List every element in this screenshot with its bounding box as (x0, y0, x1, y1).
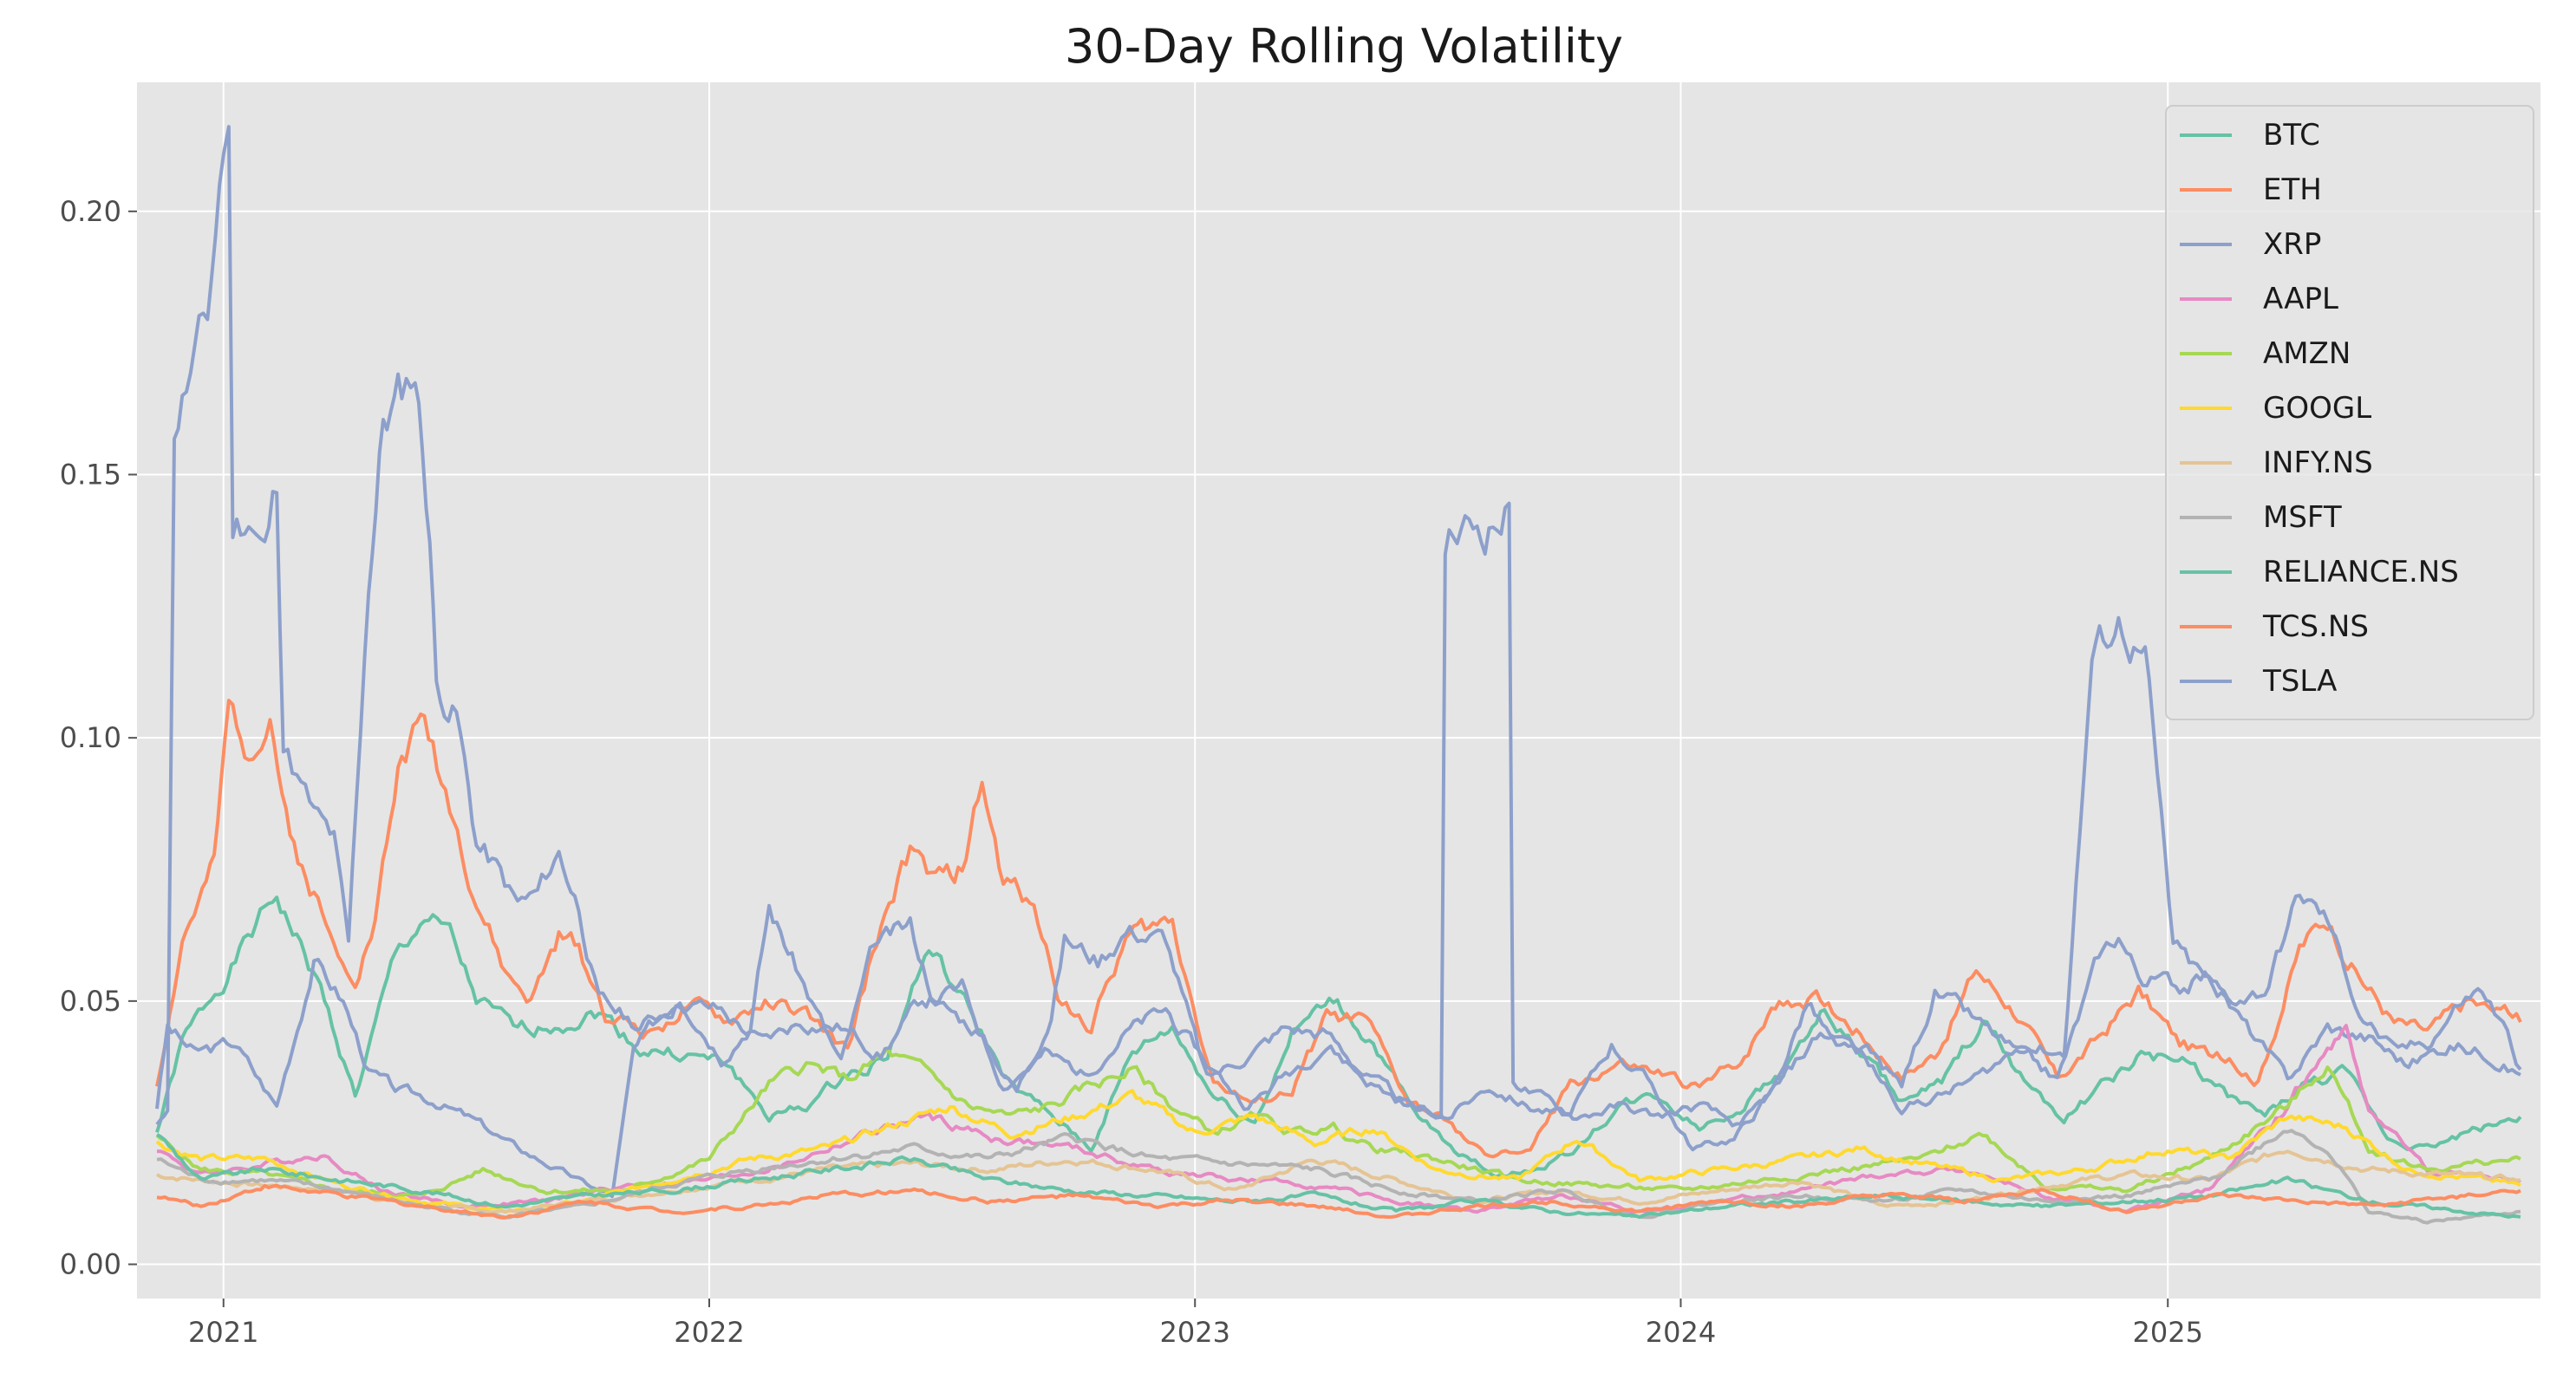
series-line-reliance-ns (156, 1133, 2521, 1220)
y-tick-label: 0.05 (60, 985, 121, 1018)
series-line-tsla (155, 125, 2522, 1128)
series-line-infy-ns (155, 1149, 2521, 1214)
x-tick-label: 2023 (1160, 1316, 1230, 1349)
y-tick-label: 0.00 (60, 1248, 121, 1281)
legend-label-xrp: XRP (2263, 227, 2321, 262)
legend-label-amzn: AMZN (2263, 336, 2351, 371)
x-tick-label: 2025 (2133, 1316, 2203, 1349)
series-lines (155, 125, 2522, 1225)
series-line-btc (155, 895, 2522, 1179)
y-tick-label: 0.10 (60, 721, 121, 754)
legend-label-aapl: AAPL (2263, 282, 2338, 316)
y-tick-label: 0.15 (60, 458, 121, 491)
legend-box (2165, 105, 2534, 720)
legend-label-msft: MSFT (2263, 500, 2342, 535)
y-tick-label: 0.20 (60, 195, 121, 228)
series-line-aapl (156, 1024, 2521, 1214)
legend-label-btc: BTC (2263, 118, 2320, 153)
x-tick-label: 2024 (1646, 1316, 1716, 1349)
legend-label-googl: GOOGL (2263, 391, 2371, 426)
legend-label-eth: ETH (2263, 172, 2322, 207)
legend-label-infy-ns: INFY.NS (2263, 446, 2373, 480)
x-tick-label: 2022 (674, 1316, 744, 1349)
legend-label-tcs-ns: TCS.NS (2262, 609, 2369, 644)
series-line-eth (155, 699, 2522, 1159)
x-tick-label: 2021 (188, 1316, 258, 1349)
chart-title: 30-Day Rolling Volatility (1065, 19, 1623, 74)
grid-lines (137, 82, 2540, 1299)
series-line-tcs-ns (156, 1183, 2521, 1220)
series-line-msft (156, 1129, 2521, 1225)
legend-label-reliance-ns: RELIANCE.NS (2263, 555, 2459, 589)
axes: 0.00 0.05 0.10 0.15 0.20 2021 2022 2023 2024 2025 (60, 195, 2203, 1349)
plot-area (137, 82, 2540, 1299)
series-line-amzn (155, 1046, 2521, 1200)
legend-label-tsla: TSLA (2262, 664, 2337, 699)
legend: BTC ETH XRP AAPL AMZN GOOGL INFY.NS MSFT RELIANC… (2165, 105, 2534, 720)
series-line-xrp (155, 903, 2521, 1199)
